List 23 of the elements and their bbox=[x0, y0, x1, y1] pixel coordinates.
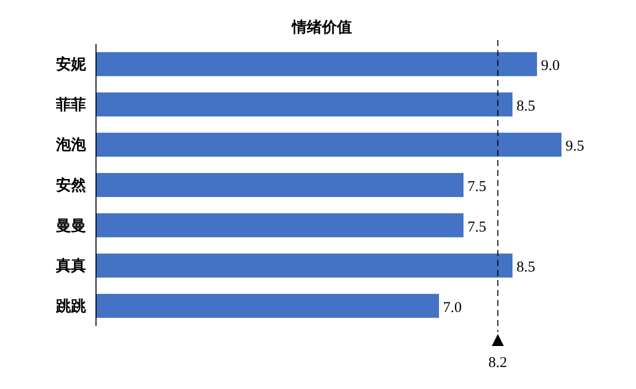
bar bbox=[96, 254, 512, 278]
bar bbox=[96, 92, 512, 116]
y-tick-label: 曼曼 bbox=[55, 217, 86, 234]
ref-line-label: 8.2 bbox=[488, 355, 508, 371]
data-label: 9.5 bbox=[566, 138, 584, 155]
chart-title: 情绪价值 bbox=[291, 19, 352, 36]
y-tick-label: 安妮 bbox=[56, 55, 87, 74]
bar bbox=[96, 294, 439, 318]
y-tick-label: 真真 bbox=[55, 258, 86, 275]
data-label: 8.5 bbox=[516, 98, 536, 114]
y-tick-label: 菲菲 bbox=[55, 96, 86, 114]
data-label: 7.5 bbox=[468, 179, 486, 195]
bar bbox=[96, 213, 464, 238]
bar bbox=[96, 132, 562, 157]
y-tick-label: 泡泡 bbox=[55, 136, 87, 154]
bar bbox=[96, 173, 464, 197]
data-label: 8.5 bbox=[516, 260, 536, 276]
data-label: 7.0 bbox=[443, 300, 462, 316]
data-label: 9.0 bbox=[541, 58, 560, 74]
bar bbox=[96, 52, 537, 76]
y-tick-label: 跳跳 bbox=[55, 298, 87, 315]
y-tick-label: 安然 bbox=[56, 176, 87, 194]
data-label: 7.5 bbox=[468, 219, 486, 236]
